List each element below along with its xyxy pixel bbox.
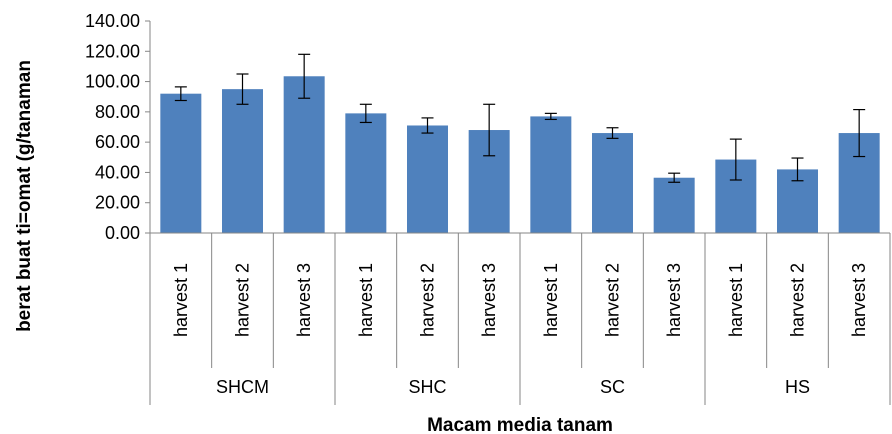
x-tick-label: harvest 3 — [664, 263, 684, 337]
error-bar — [174, 86, 187, 102]
group-label: SHC — [408, 377, 446, 397]
x-tick-label: harvest 3 — [479, 263, 499, 337]
error-bar — [359, 103, 372, 124]
x-axis-title: Macam media tanam — [427, 415, 613, 434]
y-tick-label: 140.00 — [85, 11, 140, 31]
group-label: SHCM — [216, 377, 269, 397]
bar — [160, 93, 202, 233]
y-tick-label: 60.00 — [95, 132, 140, 152]
bar — [592, 133, 633, 233]
x-tick-label: harvest 1 — [726, 263, 746, 337]
group-label: SC — [600, 377, 625, 397]
bar — [653, 177, 695, 233]
x-tick-label: harvest 2 — [233, 263, 253, 337]
error-bar — [791, 157, 804, 182]
x-tick-label: harvest 3 — [849, 263, 869, 337]
y-tick-label: 20.00 — [95, 193, 140, 213]
y-tick-label: 40.00 — [95, 162, 140, 182]
group-label: HS — [785, 377, 810, 397]
bars-layer — [160, 76, 880, 234]
error-bar — [544, 112, 557, 121]
error-bar — [606, 127, 619, 139]
x-tick-label: harvest 2 — [603, 263, 623, 337]
error-bar — [421, 117, 434, 134]
y-tick-label: 0.00 — [105, 223, 140, 243]
error-bar — [298, 53, 311, 99]
bar — [407, 125, 448, 233]
bar — [345, 113, 387, 233]
y-tick-label: 120.00 — [85, 41, 140, 61]
y-axis-ticks: 0.00 20.00 40.00 60.00 80.00 100.00 120.00 140.… — [85, 11, 151, 243]
bar — [222, 89, 263, 234]
y-tick-label: 100.00 — [85, 72, 140, 92]
x-tick-label: harvest 2 — [788, 263, 808, 337]
error-bar — [236, 73, 249, 105]
x-axis: harvest 1 harvest 2 harvest 3 harvest 1 harv… — [149, 232, 891, 405]
error-bar — [668, 172, 681, 183]
y-tick-label: 80.00 — [95, 102, 140, 122]
y-axis-title: berat buat ti=omat (g/tanaman — [14, 60, 35, 332]
error-bar — [483, 103, 496, 157]
bar — [530, 116, 572, 233]
error-bars-layer — [174, 53, 866, 183]
x-tick-label: harvest 1 — [541, 263, 561, 337]
error-bar — [729, 138, 742, 181]
x-tick-label: harvest 1 — [356, 263, 376, 337]
x-tick-label: harvest 1 — [171, 263, 191, 337]
error-bar — [853, 108, 866, 158]
x-tick-label: harvest 2 — [418, 263, 438, 337]
bar — [283, 76, 325, 234]
x-tick-label: harvest 3 — [294, 263, 314, 337]
